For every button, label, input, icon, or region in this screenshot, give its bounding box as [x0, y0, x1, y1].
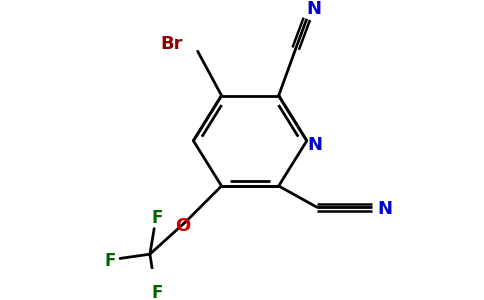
Text: O: O [175, 217, 190, 235]
Text: F: F [151, 284, 163, 300]
Text: F: F [151, 209, 163, 227]
Text: N: N [377, 200, 392, 218]
Text: F: F [104, 252, 116, 270]
Text: Br: Br [161, 35, 183, 53]
Text: N: N [308, 136, 323, 154]
Text: N: N [306, 0, 321, 18]
